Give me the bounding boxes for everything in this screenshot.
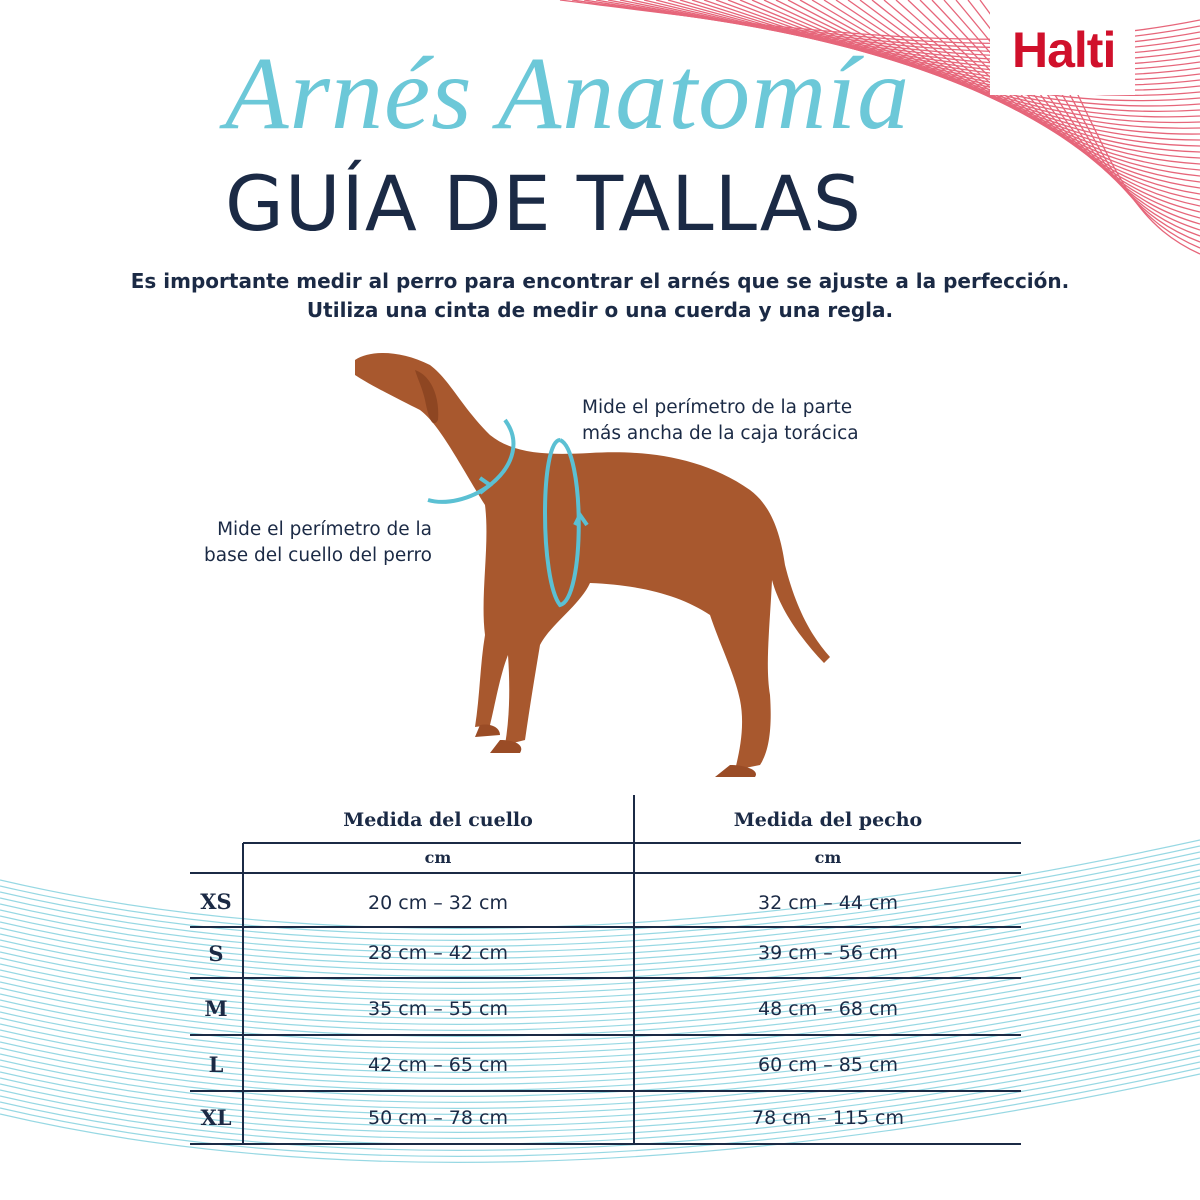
- neck-measure-note: Mide el perímetro de la base del cuello …: [190, 517, 432, 569]
- neck-note-line2: base del cuello del perro: [204, 545, 432, 566]
- size-label: XS: [200, 889, 232, 914]
- unit-chest: cm: [814, 848, 842, 867]
- teal-wave-line: [0, 1019, 1200, 1109]
- page-title: GUÍA DE TALLAS: [225, 159, 862, 248]
- neck-range: 42 cm – 65 cm: [368, 1054, 508, 1076]
- teal-wave-line: [0, 875, 1200, 965]
- teal-wave-line: [0, 1073, 1200, 1163]
- teal-wave-line: [0, 977, 1200, 1067]
- teal-wave-line: [0, 971, 1200, 1061]
- teal-wave-line: [0, 1061, 1200, 1151]
- table-divider: [190, 872, 1021, 874]
- unit-neck: cm: [424, 848, 452, 867]
- logo-background: [990, 0, 1135, 95]
- chest-range: 78 cm – 115 cm: [751, 1107, 904, 1129]
- teal-wave-line: [0, 881, 1200, 971]
- teal-wave-line: [0, 923, 1200, 1013]
- red-wave-line: [703, 0, 1200, 97]
- red-wave-line: [715, 0, 1200, 102]
- table-divider: [190, 1034, 1021, 1036]
- teal-wave-line: [0, 899, 1200, 989]
- teal-wave-line: [0, 995, 1200, 1085]
- column-header-neck: Medida del cuello: [343, 809, 533, 831]
- teal-wave-line: [0, 1001, 1200, 1091]
- size-label: XL: [200, 1105, 232, 1130]
- teal-wave-line: [0, 851, 1200, 941]
- size-label: M: [204, 996, 228, 1021]
- size-label: S: [208, 941, 224, 966]
- halti-logo: Halti: [1012, 22, 1116, 78]
- teal-wave-line: [0, 989, 1200, 1079]
- teal-wave-line: [0, 1067, 1200, 1157]
- chest-range: 48 cm – 68 cm: [758, 998, 898, 1020]
- chest-measure-note: Mide el perímetro de la parte más ancha …: [582, 395, 859, 447]
- table-divider: [190, 977, 1021, 979]
- teal-wave-line: [0, 887, 1200, 977]
- teal-wave-line: [0, 941, 1200, 1031]
- table-divider: [633, 795, 635, 1145]
- teal-wave-line: [0, 1025, 1200, 1115]
- chest-range: 60 cm – 85 cm: [758, 1054, 898, 1076]
- teal-wave-line: [0, 893, 1200, 983]
- teal-wave-line: [0, 911, 1200, 1001]
- teal-wave-line: [0, 869, 1200, 959]
- table-divider: [190, 1090, 1021, 1092]
- neck-range: 50 cm – 78 cm: [368, 1107, 508, 1129]
- chest-measure-arrow-icon: [543, 438, 581, 608]
- teal-wave-line: [0, 1043, 1200, 1133]
- chest-range: 32 cm – 44 cm: [758, 892, 898, 914]
- neck-range: 35 cm – 55 cm: [368, 998, 508, 1020]
- neck-measure-arrow-icon: [427, 418, 516, 504]
- table-divider: [242, 843, 244, 1145]
- red-wave-line: [919, 0, 1200, 201]
- teal-wave-line: [0, 965, 1200, 1055]
- product-name: Arnés Anatomía: [225, 36, 911, 151]
- table-divider: [190, 1143, 1021, 1145]
- teal-wave-line: [0, 863, 1200, 953]
- teal-wave-line: [0, 959, 1200, 1049]
- table-divider: [243, 842, 1021, 844]
- red-wave-line: [727, 0, 1200, 107]
- measurement-arrows: [427, 418, 589, 608]
- neck-range: 20 cm – 32 cm: [368, 892, 508, 914]
- intro-text-line2: Utiliza una cinta de medir o una cuerda …: [306, 298, 894, 322]
- teal-wave-line: [0, 1007, 1200, 1097]
- neck-note-line1: Mide el perímetro de la: [217, 519, 432, 540]
- teal-wave-line: [0, 845, 1200, 935]
- table-divider: [190, 926, 1021, 928]
- teal-wave-line: [0, 1037, 1200, 1127]
- chest-range: 39 cm – 56 cm: [758, 942, 898, 964]
- column-header-chest: Medida del pecho: [733, 809, 923, 831]
- red-wave-line: [931, 0, 1200, 207]
- teal-wave-line: [0, 905, 1200, 995]
- teal-wave-line: [0, 917, 1200, 1007]
- teal-wave-line: [0, 1031, 1200, 1121]
- intro-text-line1: Es importante medir al perro para encont…: [130, 269, 1070, 293]
- teal-wave-line: [0, 1013, 1200, 1103]
- neck-range: 28 cm – 42 cm: [368, 942, 508, 964]
- teal-wave-line: [0, 953, 1200, 1043]
- chest-note-line2: más ancha de la caja torácica: [582, 423, 859, 444]
- chest-note-line1: Mide el perímetro de la parte: [582, 397, 853, 418]
- red-wave-line: [943, 0, 1200, 213]
- teal-wave-line: [0, 929, 1200, 1019]
- teal-wave-line: [0, 857, 1200, 947]
- dog-illustration: [355, 353, 830, 777]
- size-label: L: [208, 1052, 224, 1077]
- teal-wave-line: [0, 983, 1200, 1073]
- red-wave-line: [907, 0, 1200, 195]
